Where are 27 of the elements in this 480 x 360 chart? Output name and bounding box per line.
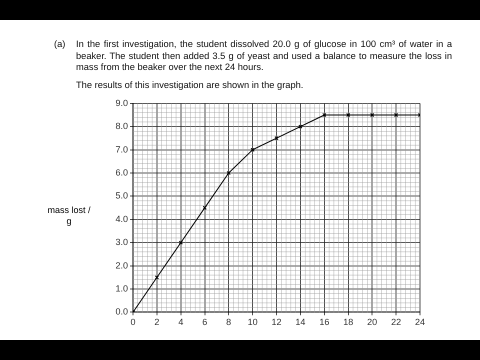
y-tick-label: 1.0 [115,283,128,294]
x-tick-label: 10 [248,317,258,328]
x-tick-label: 6 [202,317,208,328]
y-tick-label: 5.0 [115,190,128,201]
x-tick-label: 16 [319,317,330,328]
x-tick-label: 0 [130,317,136,328]
text: The results of this investigation are shown in the graph. [76,80,304,92]
y-tick-label: 4.0 [115,214,128,224]
x-tick-label: 20 [367,317,378,328]
y-tick-label: 6.0 [115,167,128,178]
y-tick-label: 2.0 [115,260,128,270]
y-tick-label: 9.0 [115,98,128,108]
x-tick-label: 24 [414,317,426,328]
y-tick-label: 0.0 [115,306,128,317]
y-tick-label: 3.0 [115,237,128,248]
x-tick-label: 2 [154,317,160,328]
x-tick-label: 4 [178,317,184,328]
y-tick-label: 7.0 [115,144,128,154]
x-tick-label: 8 [226,317,232,328]
x-tick-label: 14 [295,317,306,328]
y-axis-title: mass lost / g [46,205,92,227]
text: In the first investigation, the student dissolved 20.0 g of glucose in 100 cm³ of water in a beaker. The student then added 3.5 g of yeast and used a balance to measure the loss in mass from the beaker over the next 24 hours. [76,39,452,74]
x-tick-label: 22 [391,317,402,328]
x-tick-label: 12 [271,317,282,328]
text: (a) [54,39,66,50]
y-tick-label: 8.0 [115,121,128,132]
x-tick-label: 18 [343,317,354,328]
